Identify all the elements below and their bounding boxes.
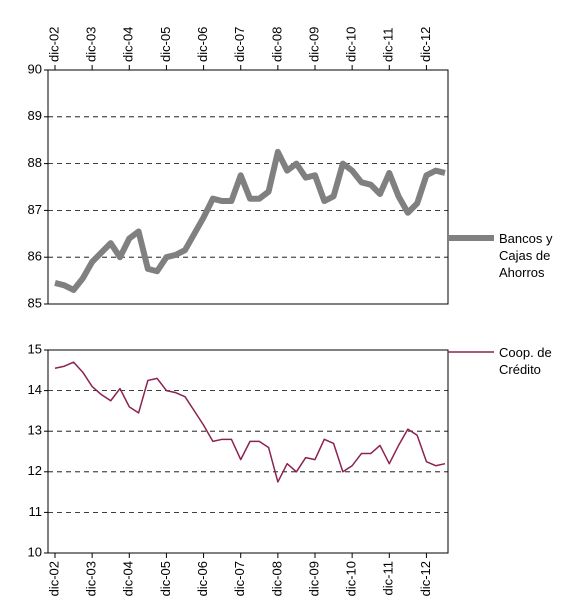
x-tick-label: dic-08 xyxy=(269,561,284,596)
x-tick-label: dic-10 xyxy=(344,27,359,62)
series-line xyxy=(54,361,446,483)
x-tick-label: dic-04 xyxy=(121,27,136,62)
x-tick-label: dic-11 xyxy=(381,561,396,595)
x-tick-label: dic-02 xyxy=(46,561,61,596)
x-tick-label: dic-04 xyxy=(121,561,136,596)
x-tick-label: dic-07 xyxy=(232,561,247,596)
y-tick-label: 87 xyxy=(28,202,42,217)
y-tick-label: 85 xyxy=(28,295,42,310)
x-tick-label: dic-09 xyxy=(306,27,321,62)
x-tick-label: dic-05 xyxy=(158,561,173,596)
x-tick-label: dic-12 xyxy=(418,561,433,596)
y-tick-label: 15 xyxy=(28,341,42,356)
y-tick-label: 12 xyxy=(28,463,42,478)
x-tick-label: dic-12 xyxy=(418,27,433,62)
plot-frame xyxy=(47,349,449,554)
y-tick-label: 14 xyxy=(28,382,42,397)
y-tick-label: 88 xyxy=(28,155,42,170)
y-tick-label: 89 xyxy=(28,108,42,123)
x-tick-label: dic-10 xyxy=(344,561,359,596)
x-tick-label: dic-08 xyxy=(269,27,284,62)
x-tick-label: dic-06 xyxy=(195,561,210,596)
y-tick-label: 13 xyxy=(28,423,42,438)
y-tick-label: 90 xyxy=(28,61,42,76)
x-tick-label: dic-06 xyxy=(195,27,210,62)
x-tick-label: dic-07 xyxy=(232,27,247,62)
x-tick-label: dic-02 xyxy=(46,27,61,62)
legend-label: Coop. de Crédito xyxy=(499,345,552,377)
x-tick-label: dic-09 xyxy=(306,561,321,596)
series-line xyxy=(54,148,446,293)
legend-label: Bancos y Cajas de Ahorros xyxy=(499,231,553,280)
x-tick-label: dic-11 xyxy=(381,28,396,62)
y-tick-label: 86 xyxy=(28,249,42,264)
y-tick-label: 10 xyxy=(28,544,42,559)
x-tick-label: dic-05 xyxy=(158,27,173,62)
x-tick-label: dic-03 xyxy=(84,27,99,62)
x-tick-label: dic-03 xyxy=(84,561,99,596)
y-tick-label: 11 xyxy=(29,504,43,519)
